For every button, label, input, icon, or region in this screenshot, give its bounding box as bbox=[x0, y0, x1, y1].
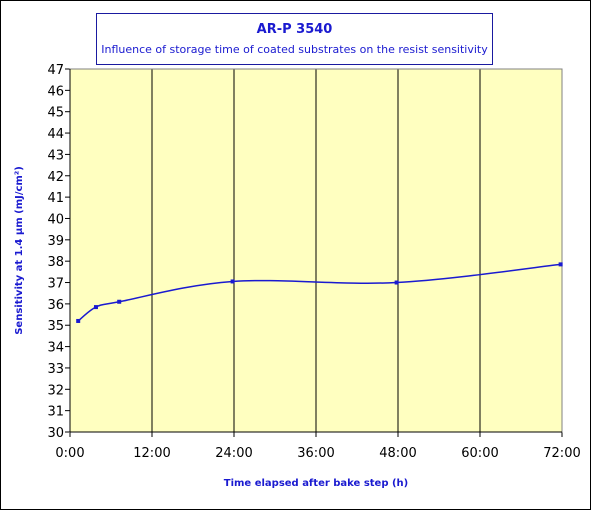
x-tick-label: 0:00 bbox=[55, 446, 84, 461]
title-box: AR-P 3540 Influence of storage time of c… bbox=[96, 13, 493, 65]
y-tick-label: 40 bbox=[47, 212, 64, 227]
data-point bbox=[394, 280, 399, 285]
x-tick-labels: 0:00 12:00 24:00 36:00 48:00 60:00 72:00 bbox=[55, 446, 580, 461]
data-point bbox=[76, 318, 81, 323]
x-axis-label: Time elapsed after bake step (h) bbox=[224, 478, 408, 489]
chart-title: AR-P 3540 bbox=[256, 22, 333, 37]
x-tick-label: 60:00 bbox=[461, 446, 498, 461]
y-tick-label: 47 bbox=[47, 63, 64, 78]
chart-subtitle: Influence of storage time of coated subs… bbox=[101, 43, 488, 56]
y-tick-label: 41 bbox=[47, 191, 64, 206]
x-tick-label: 12:00 bbox=[133, 446, 170, 461]
y-tick-label: 43 bbox=[47, 148, 64, 163]
y-tick-label: 30 bbox=[47, 426, 64, 441]
y-tick-label: 44 bbox=[47, 127, 64, 142]
data-point bbox=[558, 262, 563, 267]
y-tick-labels: 30 31 32 33 34 35 36 37 38 39 40 41 42 43 44 45 46 47 bbox=[47, 63, 64, 441]
data-points bbox=[76, 262, 563, 323]
y-tick-label: 33 bbox=[47, 362, 64, 377]
data-point bbox=[230, 279, 235, 284]
axes bbox=[65, 68, 563, 437]
y-tick-label: 38 bbox=[47, 255, 64, 270]
y-tick-label: 31 bbox=[47, 405, 64, 420]
y-tick-label: 36 bbox=[47, 298, 64, 313]
y-tick-label: 35 bbox=[47, 319, 64, 334]
y-tick-label: 39 bbox=[47, 234, 64, 249]
y-tick-label: 37 bbox=[47, 277, 64, 292]
x-tick-label: 36:00 bbox=[297, 446, 334, 461]
y-axis-label: Sensitivity at 1.4 µm (mJ/cm²) bbox=[14, 166, 25, 335]
x-tick-label: 48:00 bbox=[379, 446, 416, 461]
y-tick-label: 46 bbox=[47, 84, 64, 99]
y-tick-label: 34 bbox=[47, 341, 64, 356]
y-tick-label: 32 bbox=[47, 383, 64, 398]
data-point bbox=[93, 305, 98, 310]
y-tick-label: 45 bbox=[47, 106, 64, 121]
x-tick-label: 24:00 bbox=[215, 446, 252, 461]
data-point bbox=[117, 299, 122, 304]
y-tick-label: 42 bbox=[47, 170, 64, 185]
x-tick-label: 72:00 bbox=[543, 446, 580, 461]
